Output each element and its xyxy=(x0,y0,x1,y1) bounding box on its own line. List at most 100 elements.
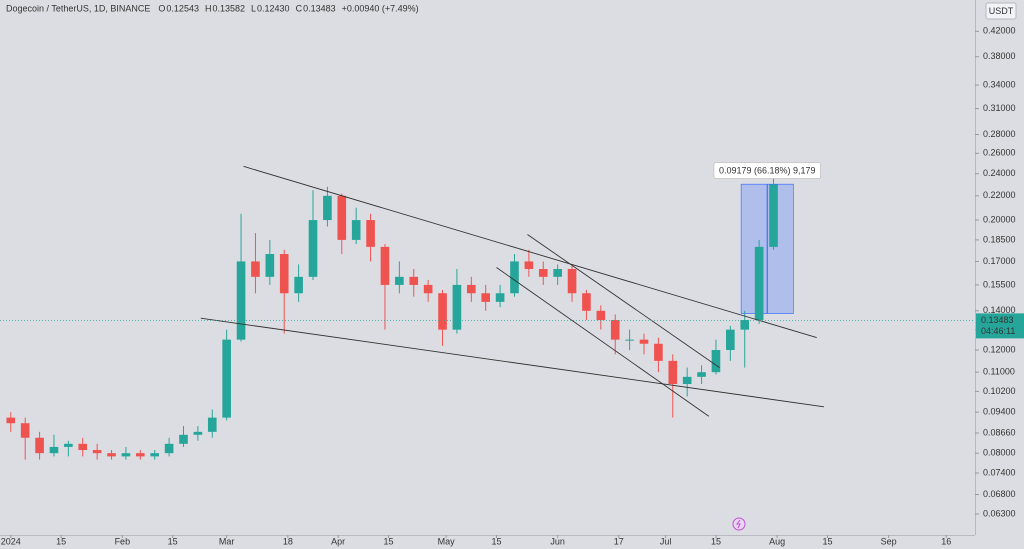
x-tick-label: 15 xyxy=(491,536,501,546)
y-tick-label: 0.17000 xyxy=(983,256,1016,266)
candle-body xyxy=(294,276,303,294)
currency-box[interactable] xyxy=(985,2,1017,20)
y-tick-label: 0.34000 xyxy=(983,79,1016,89)
x-tick-label: 17 xyxy=(614,536,624,546)
x-tick-label: 2024 xyxy=(1,536,21,546)
y-tick-label: 0.18500 xyxy=(983,234,1016,244)
candle-body xyxy=(596,310,606,321)
y-tick-label: 0.07400 xyxy=(983,467,1016,477)
x-tick-label: Jun xyxy=(550,536,565,546)
y-tick-label: 0.28000 xyxy=(983,129,1016,139)
candle-body xyxy=(754,246,764,321)
change: +0.00940 (+7.49%) xyxy=(342,3,419,13)
candle-body xyxy=(409,276,419,285)
y-tick-label: 0.09400 xyxy=(983,407,1016,417)
candle-body xyxy=(582,293,591,311)
candle-body xyxy=(481,293,491,302)
x-tick-label: 18 xyxy=(283,536,293,546)
candle-body xyxy=(337,195,347,240)
ohlc-value: 0.12543 xyxy=(166,3,199,13)
y-tick-label: 0.24000 xyxy=(983,168,1016,178)
header: Dogecoin / TetherUS, 1D, BINANCE O 0.1254… xyxy=(6,3,419,13)
x-tick-label: 15 xyxy=(168,536,178,546)
candle-body xyxy=(452,284,462,330)
candle-body xyxy=(769,184,778,247)
ohlc-key: H xyxy=(205,3,212,13)
y-tick-label: 0.06800 xyxy=(983,489,1016,499)
candle-body xyxy=(697,372,706,377)
event-icon-glyph xyxy=(736,519,741,529)
y-tick-label: 0.06300 xyxy=(983,508,1016,518)
x-tick-label: 15 xyxy=(822,536,832,546)
y-tick-label: 0.08000 xyxy=(983,448,1016,458)
x-tick-label: 15 xyxy=(711,536,721,546)
candle-body xyxy=(78,443,88,451)
ohlc-value: 0.13483 xyxy=(303,3,336,13)
currency[interactable]: USDT xyxy=(989,6,1014,16)
y-tick-label: 0.15500 xyxy=(983,279,1016,289)
x-tick-label: 15 xyxy=(384,536,394,546)
candle-body xyxy=(423,284,433,294)
x-tick-label: Mar xyxy=(219,536,235,546)
candle-body xyxy=(193,431,203,435)
candle-body xyxy=(553,269,562,277)
candle-body xyxy=(567,269,577,294)
candle-body xyxy=(279,254,289,294)
candle-body xyxy=(323,195,332,221)
y-tick-label: 0.11000 xyxy=(983,367,1015,377)
candle-body xyxy=(49,446,59,454)
y-tick-label: 0.14000 xyxy=(983,305,1016,315)
candle-body xyxy=(150,453,160,457)
candle-body xyxy=(92,450,102,454)
candle-body xyxy=(380,246,390,285)
candle-body xyxy=(64,443,73,447)
candle-body xyxy=(639,339,649,344)
measure-label: 0.09179 (66.18%) 9,179 xyxy=(719,166,816,176)
trend-line xyxy=(527,234,720,368)
x-tick-label: Sep xyxy=(881,536,897,546)
candle-body xyxy=(466,284,476,294)
candle-body xyxy=(438,293,447,330)
candle-body xyxy=(107,453,116,457)
candle-body xyxy=(35,437,44,454)
ohlc-key: O xyxy=(158,3,165,13)
ohlc-key: C xyxy=(296,3,303,13)
candle-body xyxy=(265,254,275,277)
candle-body xyxy=(135,453,145,457)
candle-body xyxy=(625,339,634,341)
x-tick-label: Feb xyxy=(115,536,131,546)
x-tick-label: 16 xyxy=(941,536,951,546)
candle-body xyxy=(726,329,735,351)
candle-body xyxy=(179,434,188,444)
candle-body xyxy=(538,269,548,277)
candle-body xyxy=(236,261,246,340)
candle-body xyxy=(682,376,692,385)
trend-line xyxy=(496,267,710,417)
candle-body xyxy=(121,453,131,457)
candle-body xyxy=(164,443,174,454)
candle-body xyxy=(308,220,318,277)
y-tick-label: 0.31000 xyxy=(983,103,1016,113)
x-tick-label: 15 xyxy=(56,536,66,546)
candle-body xyxy=(510,261,519,294)
countdown: 04:46:11 xyxy=(981,326,1015,336)
x-tick-label: May xyxy=(438,536,456,546)
ohlc-value: 0.13582 xyxy=(212,3,245,13)
candle-body xyxy=(711,350,721,373)
y-tick-label: 0.20000 xyxy=(983,214,1016,224)
candle-body xyxy=(251,261,260,277)
ohlc-key: L xyxy=(251,3,256,13)
candle-body xyxy=(740,320,750,330)
x-tick-label: Aug xyxy=(769,536,785,546)
y-tick-label: 0.08660 xyxy=(983,427,1016,437)
candle-body xyxy=(366,220,375,247)
candle-body xyxy=(395,276,404,285)
symbol: Dogecoin / TetherUS, 1D, BINANCE xyxy=(6,3,150,13)
y-tick-label: 0.38000 xyxy=(983,51,1016,61)
last-price-box xyxy=(976,313,1024,339)
y-tick-label: 0.10200 xyxy=(983,386,1016,396)
y-tick-label: 0.22000 xyxy=(983,190,1016,200)
last-price-label: 0.13483 xyxy=(981,315,1014,325)
